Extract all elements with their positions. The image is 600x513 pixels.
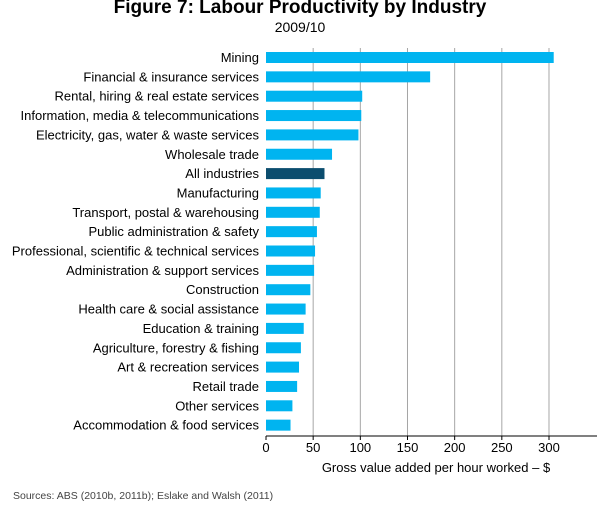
- category-label-6: All industries: [185, 166, 259, 181]
- category-label-16: Art & recreation services: [117, 360, 259, 375]
- category-label-10: Professional, scientific & technical ser…: [12, 244, 260, 259]
- bar-16: [266, 361, 300, 373]
- bar-13: [266, 303, 306, 315]
- chart-subtitle: 2009/10: [274, 19, 326, 35]
- bar-6: [266, 168, 325, 180]
- category-label-3: Information, media & telecommunications: [21, 108, 260, 123]
- bar-2: [266, 90, 363, 102]
- category-label-8: Transport, postal & warehousing: [72, 205, 259, 220]
- category-label-9: Public administration & safety: [88, 224, 259, 239]
- bar-8: [266, 206, 320, 218]
- bar-12: [266, 284, 311, 296]
- category-label-17: Retail trade: [193, 379, 259, 394]
- x-tick-labels: 0 50 100 150 200 250 300: [262, 436, 560, 455]
- bar-14: [266, 322, 304, 334]
- category-label-18: Other services: [175, 398, 259, 413]
- bar-3: [266, 110, 362, 122]
- chart-title: Figure 7: Labour Productivity by Industr…: [113, 0, 487, 18]
- bar-1: [266, 71, 431, 83]
- source-note: Sources: ABS (2010b, 2011b); Eslake and …: [13, 490, 274, 502]
- category-label-4: Electricity, gas, water & waste services: [36, 127, 259, 142]
- category-labels: Mining Financial & insurance services Rent…: [12, 50, 260, 433]
- category-label-11: Administration & support services: [66, 263, 259, 278]
- category-label-5: Wholesale trade: [165, 147, 259, 162]
- category-label-1: Financial & insurance services: [83, 69, 259, 84]
- bar-15: [266, 342, 301, 354]
- category-label-15: Agriculture, forestry & fishing: [93, 340, 259, 355]
- category-label-12: Construction: [186, 282, 259, 297]
- bar-4: [266, 129, 359, 141]
- category-label-13: Health care & social assistance: [78, 302, 259, 317]
- bar-7: [266, 187, 321, 199]
- x-tick-label-100: 100: [349, 440, 371, 455]
- x-tick-label-300: 300: [538, 440, 560, 455]
- bar-19: [266, 419, 291, 431]
- category-label-14: Education & training: [143, 321, 259, 336]
- bar-17: [266, 380, 298, 392]
- bar-5: [266, 148, 333, 160]
- x-tick-label-150: 150: [397, 440, 419, 455]
- category-label-0: Mining: [221, 50, 259, 65]
- x-tick-label-200: 200: [444, 440, 466, 455]
- bars: [266, 52, 554, 431]
- grid-lines: [312, 48, 550, 436]
- x-tick-label-250: 250: [491, 440, 513, 455]
- bar-11: [266, 264, 315, 276]
- bar-10: [266, 245, 316, 257]
- bar-9: [266, 226, 317, 238]
- x-tick-label-0: 0: [262, 440, 269, 455]
- x-tick-label-50: 50: [306, 440, 320, 455]
- category-label-7: Manufacturing: [177, 185, 259, 200]
- x-axis-label: Gross value added per hour worked – $: [322, 460, 551, 475]
- category-label-19: Accommodation & food services: [73, 418, 259, 433]
- bar-18: [266, 400, 293, 412]
- category-label-2: Rental, hiring & real estate services: [55, 89, 260, 104]
- bar-0: [266, 52, 554, 63]
